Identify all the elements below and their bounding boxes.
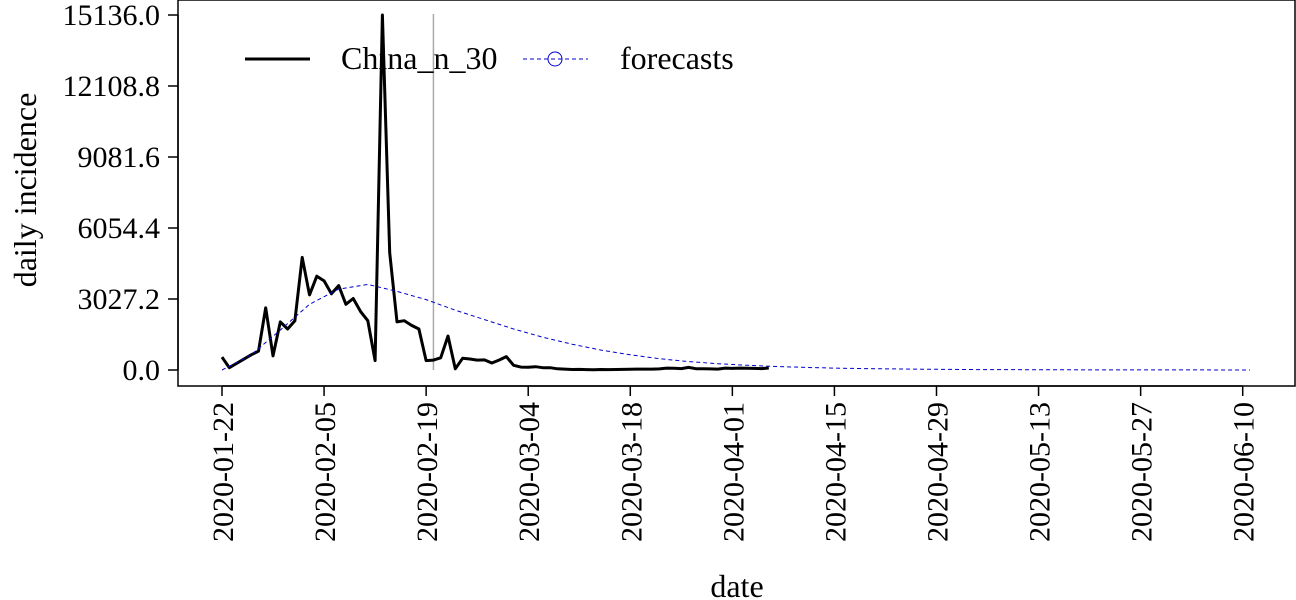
x-tick-label: 2020-02-05 xyxy=(309,402,342,542)
legend: China_n_30 forecasts xyxy=(245,40,734,76)
y-tick-label: 3027.2 xyxy=(78,283,161,316)
y-tick-label: 12108.8 xyxy=(63,70,161,103)
y-tick-label: 15136.0 xyxy=(63,0,161,32)
observed-series-line xyxy=(220,13,769,372)
y-axis-title: daily incidence xyxy=(7,93,43,288)
x-tick-label: 2020-04-15 xyxy=(819,402,852,542)
legend-label-observed: China_n_30 xyxy=(341,40,497,76)
x-tick-label: 2020-03-18 xyxy=(615,402,648,542)
y-axis: 0.0 3027.2 6054.4 9081.6 12108.8 15136.0 xyxy=(63,0,179,387)
legend-label-forecast: forecasts xyxy=(620,40,734,76)
y-tick-label: 0.0 xyxy=(123,354,161,387)
x-tick-label: 2020-03-04 xyxy=(513,402,546,542)
x-tick-label: 2020-04-29 xyxy=(921,402,954,542)
x-tick-label: 2020-05-13 xyxy=(1024,402,1057,542)
x-tick-label: 2020-01-22 xyxy=(207,402,240,542)
y-tick-label: 9081.6 xyxy=(78,141,161,174)
x-axis: 2020-01-22 2020-02-05 2020-02-19 2020-03-04… xyxy=(207,385,1261,542)
x-tick-label: 2020-06-10 xyxy=(1228,402,1261,542)
y-tick-label: 6054.4 xyxy=(78,212,161,245)
x-axis-title: date xyxy=(710,568,763,600)
x-tick-label: 2020-02-19 xyxy=(411,402,444,542)
series-layer xyxy=(220,13,1251,372)
forecast-series-line xyxy=(221,283,1251,371)
plot-area xyxy=(177,0,1296,387)
x-tick-label: 2020-04-01 xyxy=(717,402,750,542)
legend-marker-forecast xyxy=(547,51,563,67)
x-tick-label: 2020-05-27 xyxy=(1126,402,1159,542)
